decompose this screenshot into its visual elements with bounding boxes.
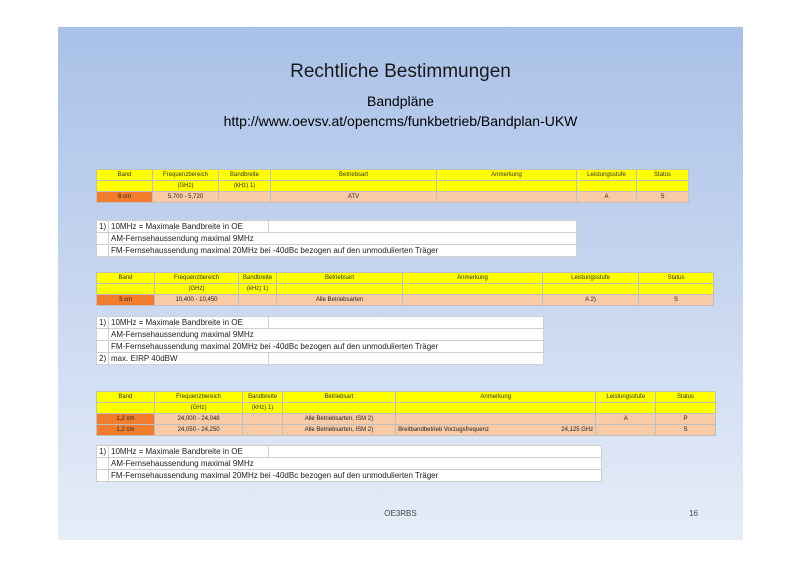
note-fm: FM-Fernsehaussendung maximal 20MHz bei -…: [108, 340, 544, 353]
note-fm: FM-Fernsehaussendung maximal 20MHz bei -…: [108, 244, 577, 257]
cell-mode: Alle Betriebsarten, ISM 2): [281, 424, 397, 436]
note-max-bandwidth: 10MHz = Maximale Bandbreite in OE: [108, 220, 269, 233]
header-freq: Frequenzbereich: [153, 391, 244, 403]
header-power: Leistungsstufe: [576, 169, 637, 181]
header-remark: Anmerkung: [436, 169, 577, 181]
note-number: 1): [96, 316, 109, 329]
note-am: AM-Fernsehaussendung maximal 9MHz: [108, 457, 602, 470]
header-power: Leistungsstufe: [542, 272, 639, 284]
header-row: Band Frequenzbereich Bandbreite Betriebs…: [96, 391, 716, 403]
subtitle: Bandpläne: [367, 93, 434, 109]
cell-bw: [218, 191, 271, 203]
cell-band: 3 cm: [96, 294, 155, 306]
note-fm: FM-Fernsehaussendung maximal 20MHz bei -…: [108, 469, 602, 482]
cell-remark: [402, 294, 543, 306]
note-eirp: max. EIRP 40dBW: [108, 352, 269, 365]
cell-status: P: [655, 413, 716, 425]
cell-power: A: [595, 413, 657, 425]
note-am: AM-Fernsehaussendung maximal 9MHz: [108, 232, 577, 245]
header-unit-row: (GHz) (kHz) 1): [96, 180, 689, 192]
notes-table-3: 1) 10MHz = Maximale Bandbreite in OE AM-F…: [96, 445, 602, 482]
note-max-bandwidth: 10MHz = Maximale Bandbreite in OE: [108, 316, 269, 329]
header-bw-unit: (kHz) 1): [238, 283, 277, 295]
cell-power: [595, 424, 657, 436]
bandplan-table-6cm: Band Frequenzbereich Bandbreite Betriebs…: [96, 169, 689, 203]
cell-bw: [238, 294, 277, 306]
note-am: AM-Fernsehaussendung maximal 9MHz: [108, 328, 544, 341]
bandplan-url: http://www.oevsv.at/opencms/funkbetrieb/…: [223, 113, 578, 129]
header-freq-unit: (GHz): [152, 180, 219, 192]
bandplan-table-3cm: Band Frequenzbereich Bandbreite Betriebs…: [96, 272, 714, 306]
cell-power: A 2): [542, 294, 639, 306]
table-row: 1,2 cm 24,000 - 24,048 Alle Betriebsarte…: [96, 413, 716, 425]
header-unit-row: (GHz) (kHz) 1): [96, 283, 714, 295]
header-band: Band: [96, 272, 155, 284]
cell-freq: 24,050 - 24,250: [153, 424, 244, 436]
header-unit-row: (GHz) (kHz) 1): [96, 402, 716, 414]
cell-mode: Alle Betriebsarten, ISM 2): [281, 413, 397, 425]
header-freq-unit: (GHz): [153, 402, 244, 414]
header-band: Band: [96, 169, 153, 181]
header-freq: Frequenzbereich: [154, 272, 239, 284]
cell-band: 1,2 cm: [96, 413, 155, 425]
cell-remark: [395, 413, 597, 425]
cell-remark: [436, 191, 577, 203]
header-bw: Bandbreite: [242, 391, 283, 403]
header-bw-unit: (kHz) 1): [242, 402, 283, 414]
cell-power: A: [576, 191, 637, 203]
cell-status: S: [655, 424, 716, 436]
header-remark: Anmerkung: [402, 272, 543, 284]
cell-freq: 10,400 - 10,450: [154, 294, 239, 306]
note-number: 1): [96, 445, 109, 458]
header-bw-unit: (kHz) 1): [218, 180, 271, 192]
cell-mode: Alle Betriebsarten: [276, 294, 403, 306]
header-power: Leistungsstufe: [595, 391, 657, 403]
slide: Rechtliche Bestimmungen Bandpläne http:/…: [58, 27, 743, 540]
cell-status: S: [636, 191, 689, 203]
cell-remark: Breitbandbetrieb Vorzugsfrequenz 24,125 …: [395, 424, 597, 436]
page-number: 16: [689, 509, 698, 518]
table-row: 1,2 cm 24,050 - 24,250 Alle Betriebsarte…: [96, 424, 716, 436]
cell-bw: [242, 424, 283, 436]
header-status: Status: [655, 391, 716, 403]
cell-bw: [242, 413, 283, 425]
header-remark: Anmerkung: [395, 391, 597, 403]
header-mode: Betriebsart: [270, 169, 437, 181]
notes-table-2: 1) 10MHz = Maximale Bandbreite in OE AM-F…: [96, 316, 544, 365]
cell-freq: 5,700 - 5,720: [152, 191, 219, 203]
note-number: 2): [96, 352, 109, 365]
header-freq: Frequenzbereich: [152, 169, 219, 181]
cell-status: S: [638, 294, 714, 306]
header-status: Status: [638, 272, 714, 284]
table-row: 3 cm 10,400 - 10,450 Alle Betriebsarten …: [96, 294, 714, 306]
table-row: 6 cm 5,700 - 5,720 ATV A S: [96, 191, 689, 203]
cell-band: 6 cm: [96, 191, 153, 203]
header-mode: Betriebsart: [276, 272, 403, 284]
header-bw: Bandbreite: [238, 272, 277, 284]
header-row: Band Frequenzbereich Bandbreite Betriebs…: [96, 272, 714, 284]
header-freq-unit: (GHz): [154, 283, 239, 295]
header-band: Band: [96, 391, 155, 403]
header-mode: Betriebsart: [281, 391, 397, 403]
header-row: Band Frequenzbereich Bandbreite Betriebs…: [96, 169, 689, 181]
slide-title: Rechtliche Bestimmungen: [290, 61, 511, 82]
header-status: Status: [636, 169, 689, 181]
cell-band: 1,2 cm: [96, 424, 155, 436]
footer-callsign: OE3RBS: [384, 509, 417, 518]
cell-freq: 24,000 - 24,048: [153, 413, 244, 425]
notes-table-1: 1) 10MHz = Maximale Bandbreite in OE AM-F…: [96, 220, 577, 257]
header-bw: Bandbreite: [218, 169, 271, 181]
cell-mode: ATV: [270, 191, 437, 203]
bandplan-table-1-2cm: Band Frequenzbereich Bandbreite Betriebs…: [96, 391, 716, 436]
remark-text: Breitbandbetrieb Vorzugsfrequenz: [398, 427, 489, 433]
note-max-bandwidth: 10MHz = Maximale Bandbreite in OE: [108, 445, 269, 458]
remark-frequency: 24,125 GHz: [561, 427, 594, 433]
note-number: 1): [96, 220, 109, 233]
